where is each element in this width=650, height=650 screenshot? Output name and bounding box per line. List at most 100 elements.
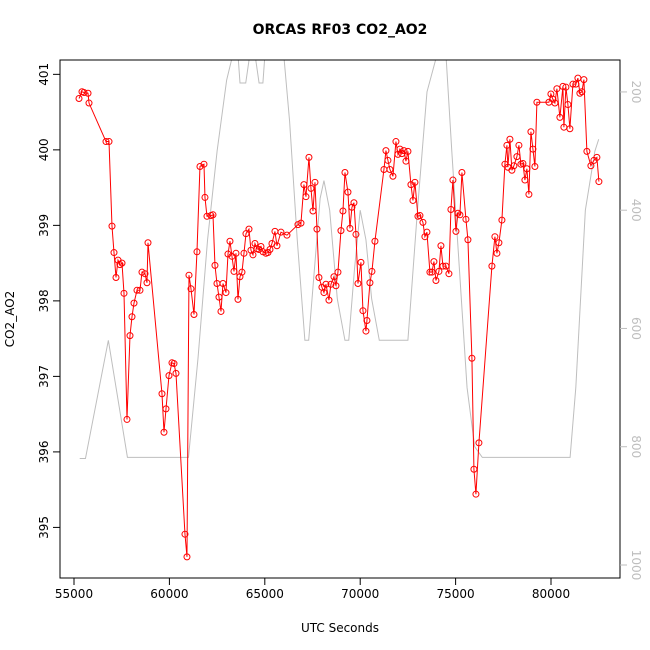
data-point (307, 184, 315, 192)
data-point (437, 242, 445, 250)
data-point (201, 193, 209, 201)
data-point (506, 135, 514, 143)
data-point (120, 289, 128, 297)
data-point (249, 251, 257, 259)
y-tick-label: 398 (37, 289, 51, 312)
data-point (309, 207, 317, 215)
x-tick-label: 65000 (246, 587, 284, 601)
data-point (158, 390, 166, 398)
data-point (439, 262, 447, 270)
data-point (363, 317, 371, 325)
data-point (421, 233, 429, 241)
data-point (525, 190, 533, 198)
data-point (172, 369, 180, 377)
data-point (112, 273, 120, 281)
data-point (245, 225, 253, 233)
data-point (352, 230, 360, 238)
data-point (578, 88, 586, 96)
data-point (593, 153, 601, 161)
data-point (419, 218, 427, 226)
y2-tick-label: 800 (629, 435, 643, 458)
y-tick-label: 396 (37, 440, 51, 463)
data-point (211, 261, 219, 269)
data-point (80, 88, 88, 96)
data-point (219, 280, 227, 288)
data-point (341, 169, 349, 177)
data-point (85, 99, 93, 107)
y2-tick-label: 1000 (629, 550, 643, 581)
data-point (407, 181, 415, 189)
data-point (102, 138, 110, 146)
data-point (118, 259, 126, 267)
series-line (78, 77, 600, 557)
data-point (382, 147, 390, 155)
x-axis-label: UTC Seconds (301, 621, 379, 635)
data-point (470, 465, 478, 473)
data-point (196, 162, 204, 170)
data-point (521, 176, 529, 184)
data-point (215, 293, 223, 301)
data-point (311, 178, 319, 186)
plot-area (75, 60, 603, 561)
data-point (300, 181, 308, 189)
data-point (330, 273, 338, 281)
data-point (389, 172, 397, 180)
data-point (110, 249, 118, 257)
data-point (334, 268, 342, 276)
data-point (531, 162, 539, 170)
data-point (193, 248, 201, 256)
data-point (357, 258, 365, 266)
data-point (488, 262, 496, 270)
data-point (181, 530, 189, 538)
data-point (232, 249, 240, 257)
data-point (523, 165, 531, 173)
data-point (495, 239, 503, 247)
data-point (165, 372, 173, 380)
y2-tick-label: 600 (629, 317, 643, 340)
data-point (136, 286, 144, 294)
data-point (468, 354, 476, 362)
data-point (564, 101, 572, 109)
data-point (348, 203, 356, 211)
data-point (583, 147, 591, 155)
data-point (224, 250, 232, 258)
data-point (222, 289, 230, 297)
data-point (105, 138, 113, 146)
data-point (430, 258, 438, 266)
data-point (533, 98, 541, 106)
data-point (587, 162, 595, 170)
data-point (226, 237, 234, 245)
plot-frame (59, 59, 621, 579)
data-point (515, 141, 523, 149)
data-point (305, 153, 313, 161)
data-point (462, 215, 470, 223)
data-point (190, 310, 198, 318)
data-point (144, 239, 152, 247)
data-point (452, 227, 460, 235)
data-point (366, 279, 374, 287)
data-point (230, 267, 238, 275)
data-point (432, 276, 440, 284)
data-point (527, 128, 535, 136)
data-point (123, 415, 131, 423)
data-point (297, 219, 305, 227)
data-point (325, 296, 333, 304)
data-point (266, 246, 274, 254)
data-point (519, 159, 527, 167)
data-point (493, 249, 501, 257)
data-point (160, 428, 168, 436)
data-point (187, 285, 195, 293)
data-point (344, 188, 352, 196)
data-point (445, 270, 453, 278)
data-point (580, 76, 588, 84)
y2-tick-label: 200 (629, 80, 643, 103)
data-point (556, 113, 564, 121)
data-point (458, 169, 466, 177)
data-point (141, 270, 149, 278)
data-point (273, 242, 281, 250)
data-point (562, 83, 570, 91)
data-point (234, 295, 242, 303)
data-point (384, 156, 392, 164)
